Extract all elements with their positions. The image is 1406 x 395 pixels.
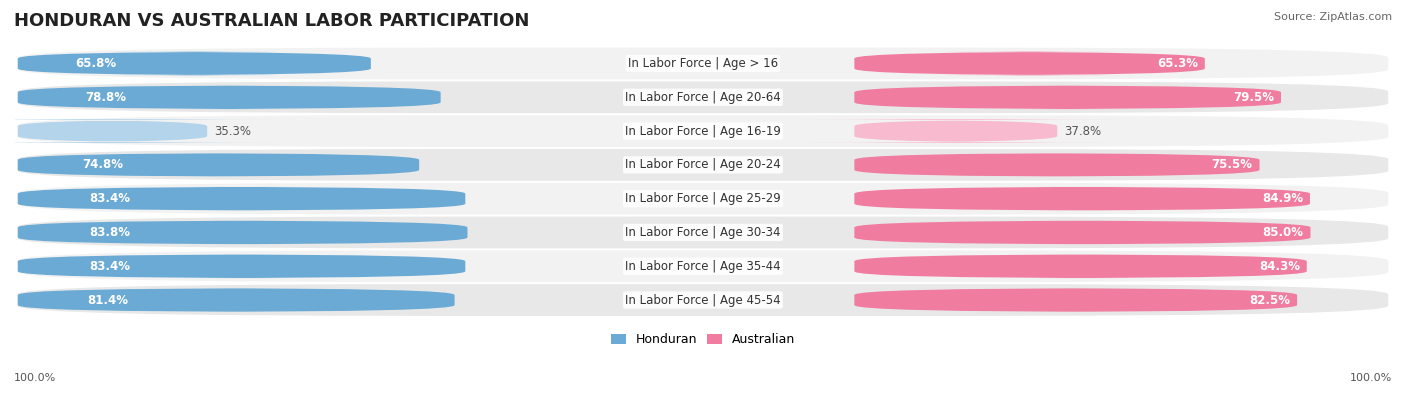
Text: 74.8%: 74.8% — [82, 158, 124, 171]
Text: Source: ZipAtlas.com: Source: ZipAtlas.com — [1274, 12, 1392, 22]
FancyBboxPatch shape — [18, 216, 1388, 248]
Text: 82.5%: 82.5% — [1249, 293, 1291, 307]
Text: 81.4%: 81.4% — [87, 293, 128, 307]
FancyBboxPatch shape — [18, 115, 1388, 147]
FancyBboxPatch shape — [18, 153, 419, 177]
Text: In Labor Force | Age 16-19: In Labor Force | Age 16-19 — [626, 124, 780, 137]
Text: 75.5%: 75.5% — [1212, 158, 1253, 171]
Text: 100.0%: 100.0% — [1350, 373, 1392, 383]
FancyBboxPatch shape — [782, 119, 1129, 143]
Text: In Labor Force | Age 45-54: In Labor Force | Age 45-54 — [626, 293, 780, 307]
FancyBboxPatch shape — [18, 149, 1388, 181]
Legend: Honduran, Australian: Honduran, Australian — [606, 328, 800, 351]
FancyBboxPatch shape — [855, 85, 1281, 109]
FancyBboxPatch shape — [18, 288, 454, 312]
FancyBboxPatch shape — [18, 81, 1388, 113]
FancyBboxPatch shape — [855, 187, 1310, 211]
Text: In Labor Force | Age > 16: In Labor Force | Age > 16 — [628, 57, 778, 70]
Text: HONDURAN VS AUSTRALIAN LABOR PARTICIPATION: HONDURAN VS AUSTRALIAN LABOR PARTICIPATI… — [14, 12, 530, 30]
Text: 37.8%: 37.8% — [1064, 124, 1101, 137]
Text: In Labor Force | Age 20-24: In Labor Force | Age 20-24 — [626, 158, 780, 171]
FancyBboxPatch shape — [18, 85, 440, 109]
FancyBboxPatch shape — [855, 153, 1260, 177]
Text: 85.0%: 85.0% — [1263, 226, 1303, 239]
FancyBboxPatch shape — [855, 254, 1306, 278]
FancyBboxPatch shape — [18, 254, 465, 278]
FancyBboxPatch shape — [855, 221, 1310, 244]
Text: 35.3%: 35.3% — [214, 124, 252, 137]
FancyBboxPatch shape — [18, 187, 465, 211]
Text: 65.8%: 65.8% — [75, 57, 115, 70]
Text: 84.3%: 84.3% — [1258, 260, 1301, 273]
Text: 83.4%: 83.4% — [89, 192, 129, 205]
Text: 83.4%: 83.4% — [89, 260, 129, 273]
Text: In Labor Force | Age 25-29: In Labor Force | Age 25-29 — [626, 192, 780, 205]
FancyBboxPatch shape — [18, 250, 1388, 282]
Text: 84.9%: 84.9% — [1263, 192, 1303, 205]
FancyBboxPatch shape — [855, 288, 1298, 312]
Text: In Labor Force | Age 20-64: In Labor Force | Age 20-64 — [626, 91, 780, 104]
Text: 100.0%: 100.0% — [14, 373, 56, 383]
FancyBboxPatch shape — [18, 52, 371, 75]
Text: In Labor Force | Age 30-34: In Labor Force | Age 30-34 — [626, 226, 780, 239]
FancyBboxPatch shape — [18, 221, 467, 244]
FancyBboxPatch shape — [0, 119, 292, 143]
Text: 65.3%: 65.3% — [1157, 57, 1198, 70]
Text: In Labor Force | Age 35-44: In Labor Force | Age 35-44 — [626, 260, 780, 273]
Text: 78.8%: 78.8% — [86, 91, 127, 104]
FancyBboxPatch shape — [18, 48, 1388, 79]
FancyBboxPatch shape — [18, 183, 1388, 214]
Text: 79.5%: 79.5% — [1233, 91, 1274, 104]
Text: 83.8%: 83.8% — [90, 226, 131, 239]
FancyBboxPatch shape — [855, 52, 1205, 75]
FancyBboxPatch shape — [18, 284, 1388, 316]
